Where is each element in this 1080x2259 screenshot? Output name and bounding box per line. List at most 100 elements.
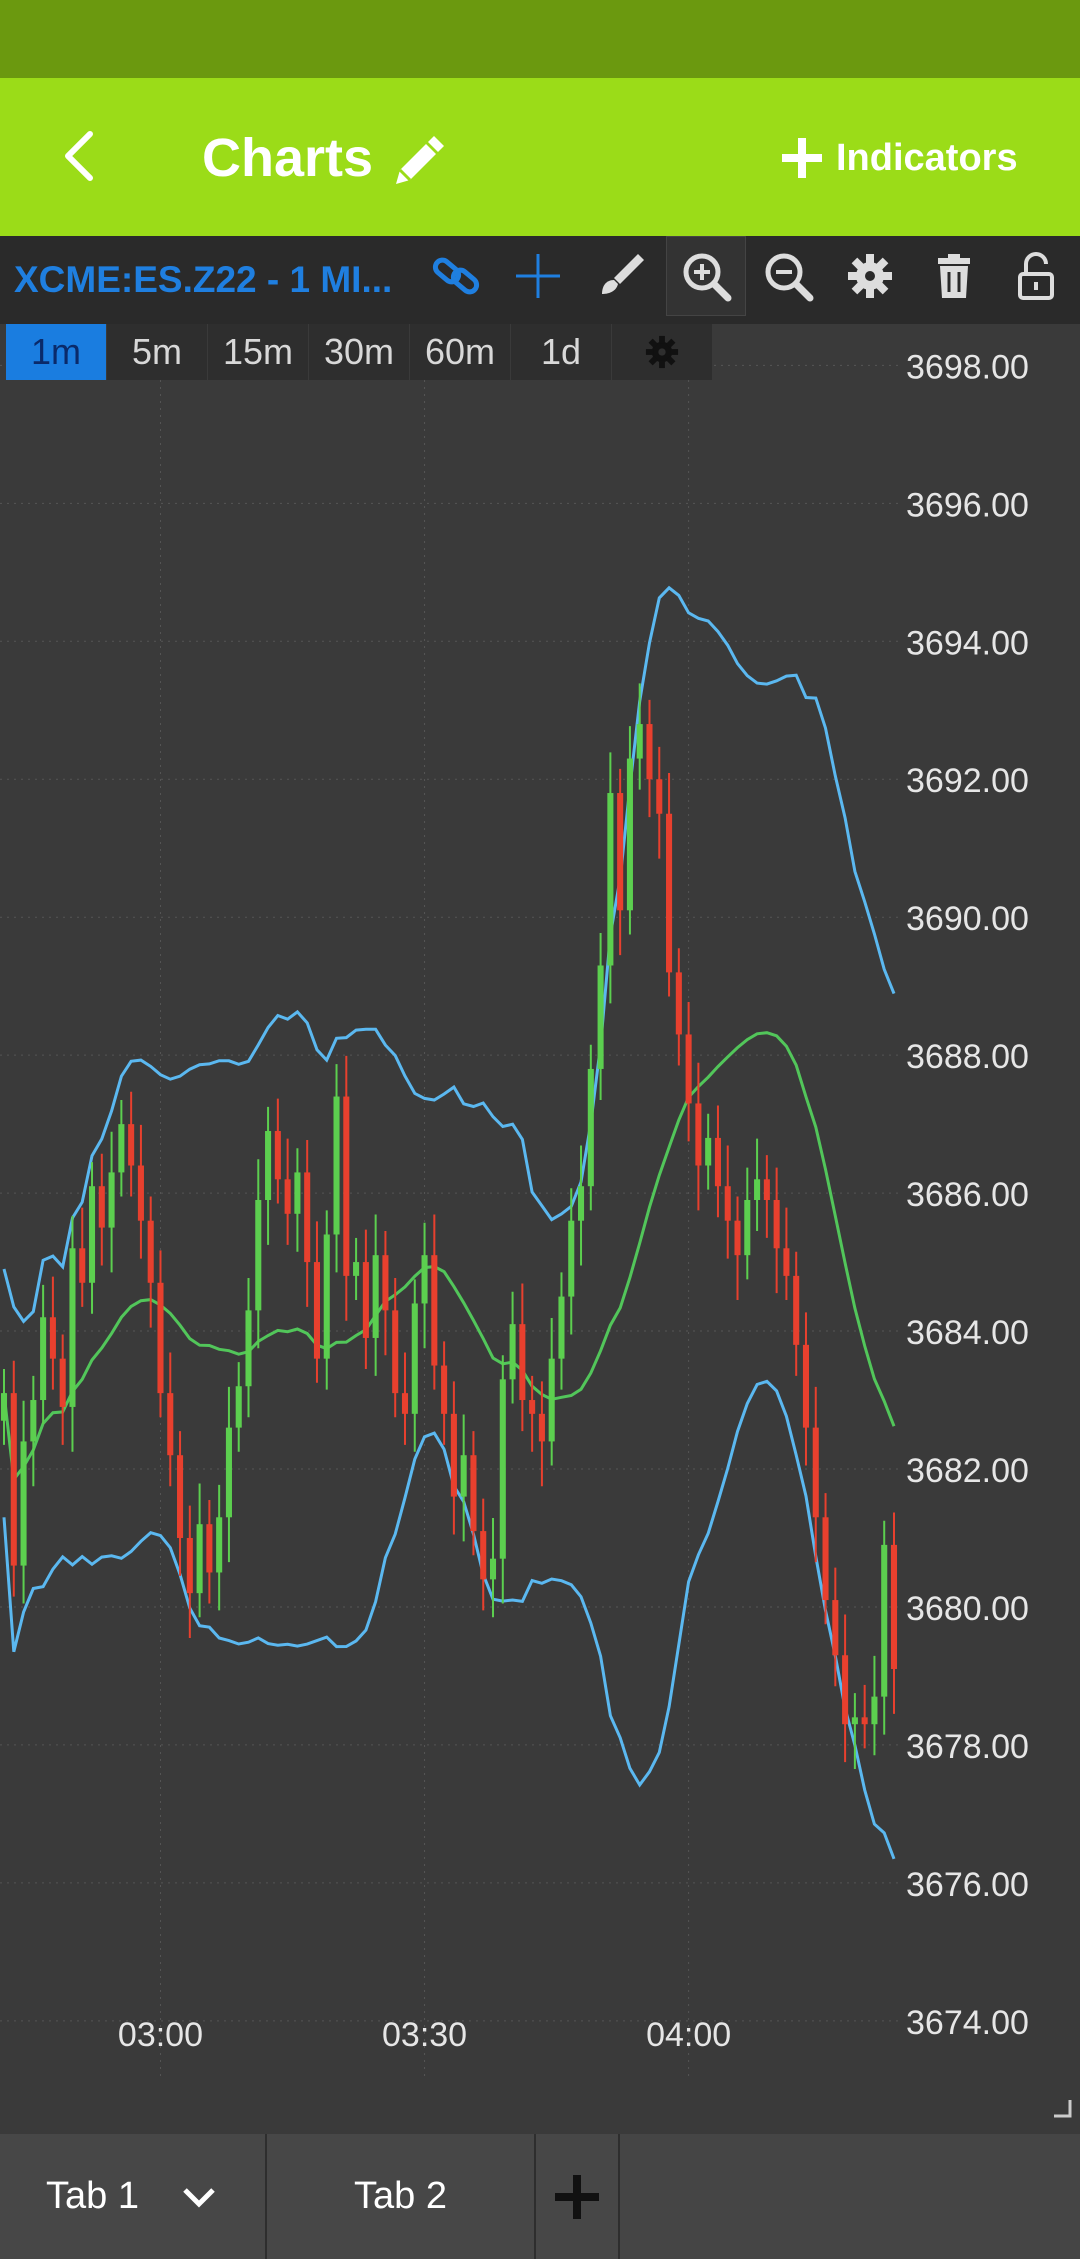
candle-body	[0, 1393, 8, 1421]
resize-handle[interactable]	[1052, 2098, 1072, 2118]
candle-body	[509, 1324, 516, 1380]
candle-body	[235, 1386, 242, 1428]
candle-body	[49, 1317, 56, 1359]
chart-area[interactable]: 3698.00 3696.00 3694.00 3692.00 3690.00 3688.…	[0, 324, 1080, 2076]
candle-body	[284, 1179, 291, 1214]
tab-1[interactable]: Tab 1	[0, 2134, 267, 2259]
candle-body	[88, 1186, 96, 1283]
symbol-label[interactable]: XCME:ES.Z22 - 1 MI...	[14, 259, 393, 300]
app-bar	[0, 78, 1080, 236]
candle-body	[313, 1262, 320, 1359]
candle-body	[607, 793, 614, 966]
timeframe-1m[interactable]: 1m	[6, 324, 107, 380]
price-tick-label: 3692.00	[906, 762, 1029, 800]
candle-body	[519, 1324, 526, 1401]
back-button[interactable]	[40, 104, 120, 208]
zoom-in-icon	[683, 253, 732, 302]
price-tick-label: 3684.00	[906, 1314, 1029, 1352]
candle-body	[587, 1068, 594, 1187]
candle-body	[705, 1137, 712, 1166]
candle-body	[382, 1255, 389, 1311]
candle-body	[871, 1696, 878, 1725]
timeframe-5m[interactable]: 5m	[107, 324, 208, 380]
candle-body	[147, 1220, 154, 1283]
edit-title-button[interactable]	[386, 132, 446, 192]
draw-tool[interactable]	[580, 236, 660, 316]
zoom-out-icon	[765, 253, 814, 302]
lower-bollinger-band	[2, 1379, 896, 1860]
candle-body	[206, 1524, 213, 1573]
timeframe-15m[interactable]: 15m	[208, 324, 309, 380]
candle-body	[842, 1655, 849, 1725]
price-tick-label: 3674.00	[906, 2004, 1029, 2042]
candle-body	[196, 1524, 203, 1594]
upper-bollinger-band	[2, 585, 896, 1324]
zoom-out-tool[interactable]	[748, 236, 828, 316]
candle-body	[812, 1427, 819, 1518]
candle-body	[10, 1393, 17, 1566]
candle-body	[343, 1096, 350, 1276]
candle-body	[137, 1165, 144, 1221]
candle-body	[832, 1600, 839, 1656]
candle-body	[538, 1413, 545, 1442]
crosshair-tool[interactable]	[498, 236, 578, 316]
trash-icon	[938, 254, 970, 298]
candle-body	[216, 1517, 223, 1573]
candle-body	[793, 1275, 800, 1345]
candle-body	[108, 1172, 115, 1228]
price-tick-label: 3688.00	[906, 1038, 1029, 1076]
pencil-icon	[396, 136, 444, 184]
candle-body	[401, 1393, 409, 1414]
settings-tool[interactable]	[830, 236, 910, 316]
price-tick-label: 3680.00	[906, 1590, 1029, 1628]
candle-body	[773, 1200, 780, 1249]
add-tab-button[interactable]	[536, 2134, 620, 2259]
chevron-down-icon[interactable]	[179, 2182, 219, 2212]
timeframe-settings-button[interactable]	[612, 324, 713, 380]
time-axis-labels: 03:00 03:30 04:00	[118, 2016, 731, 2054]
candle-body	[372, 1255, 379, 1338]
price-tick-label: 3690.00	[906, 900, 1029, 938]
candle-body	[783, 1248, 790, 1276]
unlock-icon	[1018, 252, 1054, 300]
delete-tool[interactable]	[914, 236, 994, 316]
lock-tool[interactable]	[996, 236, 1076, 316]
candle-body	[177, 1455, 184, 1538]
candle-body	[626, 758, 633, 911]
candle-body	[450, 1413, 457, 1497]
candle-body	[20, 1441, 27, 1566]
price-axis-labels: 3698.00 3696.00 3694.00 3692.00 3690.00 3688.…	[906, 348, 1029, 2041]
candle-body	[411, 1303, 418, 1414]
indicators-label: Indicators	[836, 136, 1018, 179]
timeframe-60m[interactable]: 60m	[410, 324, 511, 380]
candle-body	[157, 1282, 164, 1394]
middle-bollinger-band	[2, 1031, 896, 1484]
indicators-button[interactable]: Indicators	[780, 118, 1050, 198]
price-tick-label: 3694.00	[906, 624, 1029, 662]
candle-body	[40, 1317, 47, 1401]
price-tick-label: 3686.00	[906, 1176, 1029, 1214]
candle-body	[646, 724, 653, 780]
tab-2[interactable]: Tab 2	[267, 2134, 536, 2259]
price-tick-label: 3696.00	[906, 486, 1029, 524]
timeframe-30m[interactable]: 30m	[309, 324, 410, 380]
candle-body	[851, 1717, 858, 1725]
candle-body	[529, 1400, 536, 1414]
candle-body	[245, 1310, 252, 1387]
candle-body	[480, 1531, 487, 1580]
candle-body	[79, 1248, 86, 1283]
chart-grid	[0, 324, 898, 2076]
tab-2-label: Tab 2	[354, 2175, 447, 2217]
crosshair-icon	[516, 254, 560, 298]
resize-corner-icon	[1054, 2100, 1072, 2118]
timeframe-1d[interactable]: 1d	[511, 324, 612, 380]
candles	[0, 683, 898, 1770]
candle-body	[353, 1262, 360, 1276]
status-bar	[0, 0, 1080, 78]
zoom-in-tool[interactable]	[666, 236, 746, 316]
candle-body	[274, 1131, 281, 1180]
price-chart[interactable]: 3698.00 3696.00 3694.00 3692.00 3690.00 3688.…	[0, 324, 1080, 2076]
link-tool[interactable]	[416, 236, 496, 316]
candle-body	[734, 1220, 741, 1256]
candle-body	[548, 1358, 555, 1442]
